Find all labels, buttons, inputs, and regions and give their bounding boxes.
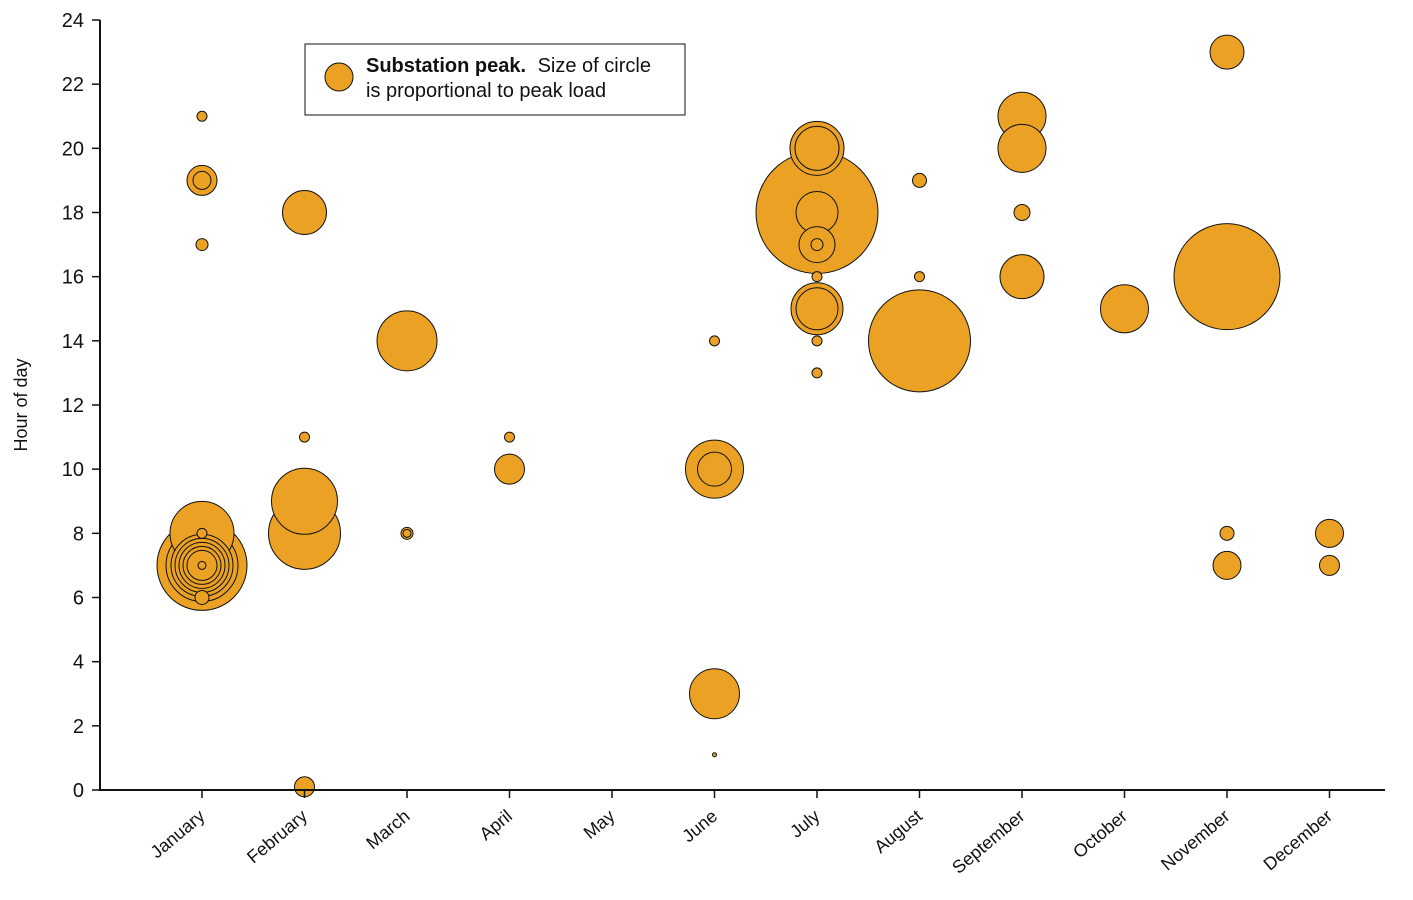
substation-peak-point [1319,554,1340,576]
substation-peak-point [1315,518,1344,548]
substation-peak-point [1219,525,1235,541]
substation-peak-point [196,110,208,122]
x-tick-label-may: May [580,806,619,843]
y-tick-label: 20 [62,138,84,160]
substation-peak-point [494,453,525,485]
substation-peak-point [197,560,207,570]
substation-peak-point [689,668,740,720]
x-tick-label-january: January [147,806,209,862]
substation-peak-point [271,467,338,535]
y-tick-label: 16 [62,267,84,289]
x-tick-label-march: March [362,806,413,853]
legend-swatch-icon [324,62,354,92]
bubbles-layer [156,34,1344,798]
x-tick-label-october: October [1069,806,1131,862]
substation-peak-point [811,335,823,347]
y-tick-label: 12 [62,395,84,417]
y-axis-title: Hour of day [11,358,31,451]
substation-peak-point [997,123,1047,173]
axes-layer [99,20,1385,791]
x-tick-label-december: December [1260,806,1336,875]
substation-peak-point [914,271,925,283]
substation-peak-point [697,451,732,487]
x-ticks: January February March April May June July Augu… [147,790,1336,878]
substation-peak-point [795,287,839,331]
y-tick-label: 24 [62,10,84,32]
y-tick-label: 18 [62,203,84,225]
substation-peak-point [402,528,412,538]
legend-text-line1: Size of circle [538,55,651,77]
y-tick-label: 8 [73,523,84,545]
legend: Substation peak. Size of circle is propo… [304,43,686,116]
substation-peak-point [709,335,720,347]
legend-line-1: Substation peak. Size of circle [366,55,651,77]
x-tick-label-november: November [1157,806,1233,875]
substation-peak-point [811,367,823,379]
substation-peak-point [811,271,823,283]
substation-peak-point [299,431,310,443]
y-tick-label: 10 [62,459,84,481]
x-tick-label-april: April [476,806,516,844]
substation-peak-point [810,238,824,252]
x-tick-label-february: February [243,806,311,868]
substation-peak-point [912,172,927,188]
x-tick-label-july: July [786,806,823,842]
y-tick-label: 14 [62,331,84,353]
substation-peak-point [712,752,717,758]
substation-peak-point [196,527,208,539]
substation-peak-point [999,254,1045,300]
x-tick-label-september: September [948,806,1028,878]
legend-title: Substation peak. [366,55,526,77]
substation-peak-point [194,590,210,605]
legend-box [304,43,686,116]
y-tick-label: 6 [73,588,84,610]
y-tick-label: 4 [73,652,84,674]
y-tick-label: 2 [73,716,84,738]
substation-peak-point [1209,34,1245,70]
substation-peak-point [1013,204,1031,221]
substation-peak-point [282,190,327,235]
x-tick-label-june: June [678,806,721,846]
substation-peak-point [868,289,971,393]
substation-peak-point [1100,284,1149,334]
substation-peak-point [504,431,515,443]
y-tick-label: 22 [62,74,84,96]
x-tick-label-august: August [870,806,926,857]
substation-peak-point [192,170,212,190]
substation-peak-point [195,238,209,252]
substation-peak-point [1173,223,1281,331]
legend-text-line2: is proportional to peak load [366,80,606,102]
substation-peak-point [1212,550,1242,580]
substation-peak-point [794,125,840,171]
y-tick-label: 0 [73,780,84,802]
substation-peak-point [376,310,438,372]
